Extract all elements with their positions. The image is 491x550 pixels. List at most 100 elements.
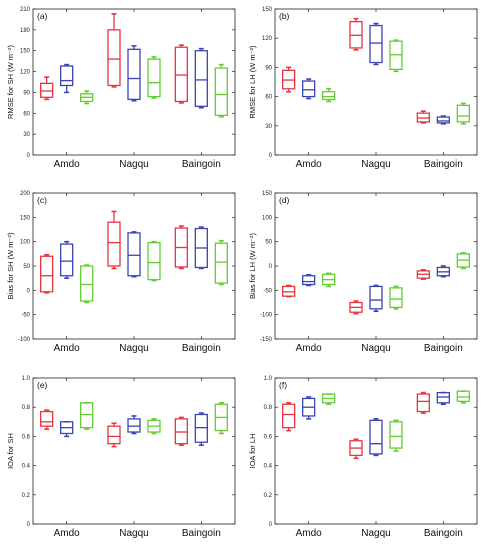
box-amdo-series-1 <box>40 76 54 101</box>
y-tick-label: 0 <box>27 522 31 528</box>
box-nagqu-series-3 <box>389 285 403 310</box>
panel-label: (b) <box>279 11 290 21</box>
category-label: Nagqu <box>119 159 148 170</box>
box-baingoin-series-1 <box>174 225 188 270</box>
box-nagqu-series-2 <box>369 418 383 457</box>
plot-frame <box>274 192 478 340</box>
box-baingoin-series-1 <box>174 416 188 446</box>
category-label: Nagqu <box>361 528 390 539</box>
box-baingoin-series-1 <box>416 269 430 280</box>
box-amdo-series-1 <box>40 254 54 294</box>
box-nagqu-series-2 <box>369 22 383 66</box>
category-label: Baingoin <box>424 343 463 354</box>
y-tick-label: 0 <box>269 264 273 270</box>
y-tick-label: 0.6 <box>22 434 31 440</box>
box-nagqu-series-2 <box>127 45 141 102</box>
box-baingoin-series-3 <box>456 390 470 404</box>
box-amdo-series-3 <box>322 272 336 288</box>
y-tick-label: 0 <box>27 288 31 294</box>
box-nagqu-series-2 <box>127 415 141 435</box>
box-baingoin-series-2 <box>436 265 450 278</box>
box-baingoin-series-3 <box>214 63 228 118</box>
panel-b: 0 30 60 90 120 150 RMSE for LH (W m⁻²) (b) Amdo N… <box>248 7 478 170</box>
y-tick-label: 200 <box>20 191 31 197</box>
y-tick-label: 150 <box>262 191 273 197</box>
category-label: Amdo <box>54 159 81 170</box>
panel-label: (e) <box>37 380 48 390</box>
panel-label: (a) <box>37 11 48 21</box>
box-body <box>147 241 161 281</box>
box-baingoin-series-2 <box>194 226 208 270</box>
plot-frame <box>274 377 478 525</box>
panel-e: 0 0.2 0.4 0.6 0.8 1.0 IOA for SH (e) Amdo Nagqu Ba… <box>6 376 236 539</box>
box-baingoin-series-2 <box>194 47 208 109</box>
box-baingoin-series-2 <box>436 391 450 406</box>
plot-frame <box>32 192 236 340</box>
y-axis-label: RMSE for LH (W m⁻²) <box>248 45 257 119</box>
plot-frame <box>274 8 478 156</box>
box-nagqu-series-2 <box>127 231 141 278</box>
box-nagqu-series-3 <box>389 419 403 452</box>
box-amdo-series-2 <box>60 240 74 279</box>
box-body <box>127 232 141 277</box>
category-label: Nagqu <box>119 528 148 539</box>
y-tick-label: 1.0 <box>264 376 273 382</box>
box-body <box>369 419 383 455</box>
category-label: Nagqu <box>119 343 148 354</box>
box-baingoin-series-1 <box>174 44 188 104</box>
box-body <box>107 221 121 267</box>
y-tick-label: -150 <box>260 337 273 343</box>
box-amdo-series-3 <box>322 393 336 406</box>
box-baingoin-series-3 <box>214 402 228 435</box>
box-amdo-series-2 <box>60 63 74 94</box>
box-amdo-series-1 <box>282 402 296 432</box>
box-body <box>80 402 94 429</box>
category-label: Amdo <box>296 343 323 354</box>
panel-label: (d) <box>279 195 290 205</box>
y-tick-label: 100 <box>20 240 31 246</box>
y-axis-label: RMSE for SH (W m⁻²) <box>6 45 15 119</box>
plot-frame <box>32 377 236 525</box>
box-body <box>147 58 161 98</box>
panel-label: (c) <box>37 195 47 205</box>
box-baingoin-series-2 <box>436 115 450 125</box>
panel-f: 0 0.2 0.4 0.6 0.8 1.0 IOA for LH (f) Amdo Nagqu Ba… <box>248 376 478 539</box>
box-body <box>214 67 228 117</box>
box-nagqu-series-1 <box>107 422 121 448</box>
box-body <box>322 91 336 101</box>
box-nagqu-series-1 <box>349 438 363 460</box>
box-nagqu-series-1 <box>349 17 363 51</box>
y-tick-label: 0.8 <box>22 405 31 411</box>
y-tick-label: -50 <box>21 313 30 319</box>
category-label: Nagqu <box>361 343 390 354</box>
y-tick-label: 0.6 <box>264 434 273 440</box>
box-body <box>194 413 208 443</box>
box-amdo-series-1 <box>282 284 296 298</box>
y-tick-label: 150 <box>20 215 31 221</box>
y-tick-label: 30 <box>23 132 30 138</box>
y-tick-label: 90 <box>23 90 30 96</box>
category-label: Amdo <box>296 159 323 170</box>
panel-a: 0 30 60 90 120 150 180 210 RMSE for SH (W m⁻²) (a… <box>6 7 236 170</box>
box-baingoin-series-3 <box>456 252 470 270</box>
y-tick-label: 0 <box>269 522 273 528</box>
y-tick-label: 0.8 <box>264 405 273 411</box>
category-label: Amdo <box>54 528 81 539</box>
y-tick-label: 120 <box>20 70 31 76</box>
y-tick-label: 60 <box>265 95 272 101</box>
box-nagqu-series-3 <box>147 418 161 435</box>
box-body <box>194 50 208 107</box>
box-body <box>389 421 403 449</box>
box-body <box>389 287 403 309</box>
box-amdo-series-2 <box>60 420 74 438</box>
box-baingoin-series-3 <box>214 239 228 286</box>
box-body <box>302 80 316 98</box>
panel-d: -150 -100 -50 0 50 100 150 Bias for LH (W m⁻²) (… <box>248 191 478 354</box>
box-body <box>456 390 470 403</box>
y-tick-label: 1.0 <box>22 376 31 382</box>
y-tick-label: -100 <box>18 337 31 343</box>
box-body <box>174 46 188 103</box>
box-nagqu-series-1 <box>107 210 121 270</box>
box-amdo-series-3 <box>80 402 94 430</box>
